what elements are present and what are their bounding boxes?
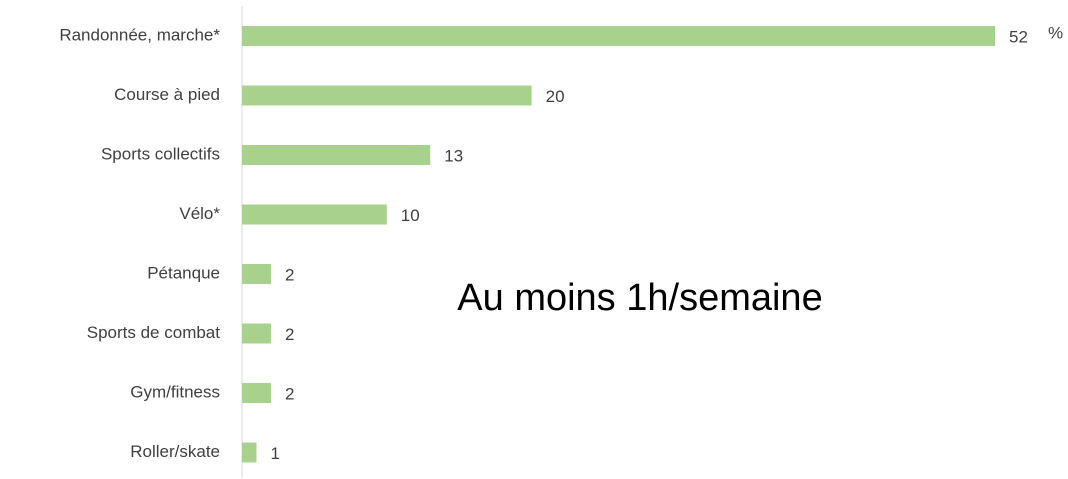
bar	[242, 26, 995, 46]
category-label: Randonnée, marche*	[59, 25, 220, 44]
category-label: Sports collectifs	[101, 144, 220, 163]
unit-label: %	[1048, 23, 1063, 42]
value-label: 2	[285, 265, 294, 284]
category-label: Course à pied	[114, 85, 220, 104]
bar	[242, 323, 271, 344]
bar	[242, 442, 257, 463]
value-label: 13	[444, 146, 463, 165]
category-label: Roller/skate	[130, 442, 220, 461]
category-label: Vélo*	[179, 204, 220, 223]
value-label: 2	[285, 384, 294, 403]
annotation: Au moins 1h/semaine	[457, 277, 822, 319]
bar	[242, 204, 387, 225]
bar	[242, 264, 271, 284]
value-label: 1	[270, 444, 279, 463]
value-label: 2	[285, 325, 294, 344]
bar	[242, 145, 431, 165]
category-label: Pétanque	[147, 263, 220, 282]
category-label: Gym/fitness	[130, 382, 220, 401]
value-label: 10	[401, 206, 420, 225]
category-label: Sports de combat	[87, 323, 221, 342]
bar	[242, 85, 532, 106]
value-label: 52	[1009, 27, 1028, 46]
bar	[242, 383, 271, 403]
value-label: 20	[546, 87, 565, 106]
